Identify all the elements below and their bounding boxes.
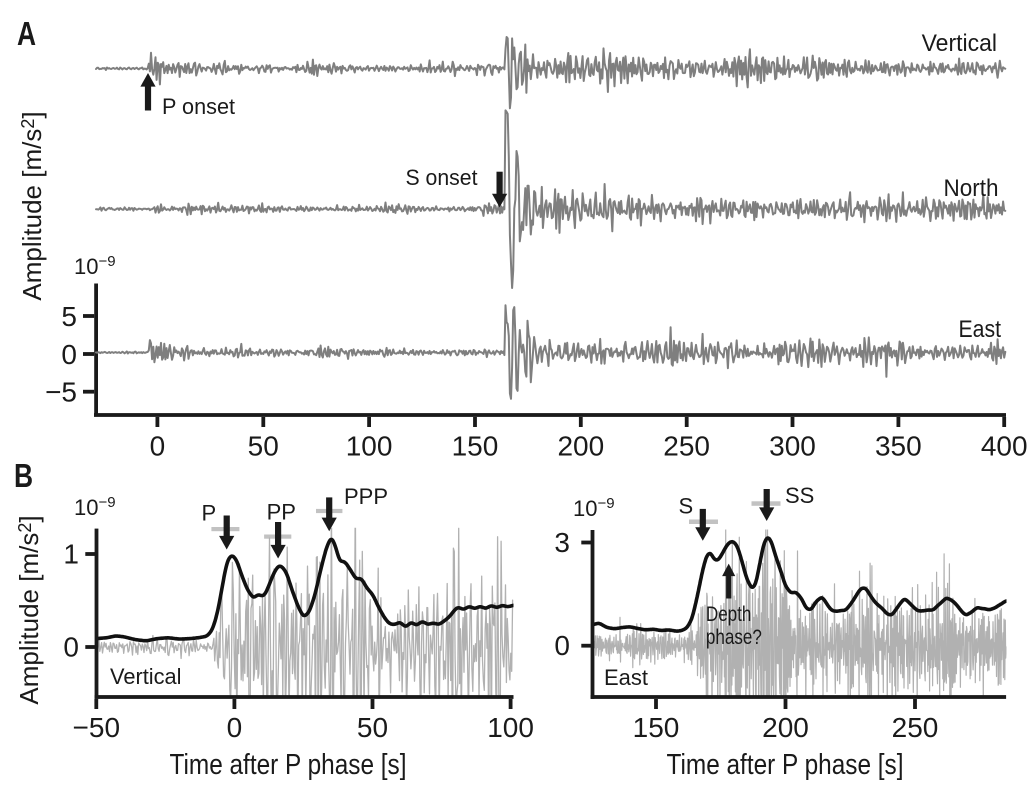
svg-text:Amplitude [m/s2]: Amplitude [m/s2]	[14, 515, 44, 704]
svg-text:−5: −5	[45, 377, 77, 408]
svg-text:East: East	[604, 665, 648, 690]
svg-text:3: 3	[554, 527, 570, 558]
svg-text:Time after P phase [s]: Time after P phase [s]	[667, 749, 904, 781]
svg-text:0: 0	[63, 632, 79, 663]
svg-text:East: East	[959, 316, 1002, 343]
svg-text:0: 0	[227, 712, 243, 743]
svg-text:−50: −50	[73, 712, 121, 743]
svg-text:PPP: PPP	[344, 484, 388, 509]
svg-text:Depth: Depth	[706, 603, 752, 626]
svg-text:0: 0	[554, 630, 570, 661]
svg-text:150: 150	[452, 431, 499, 462]
svg-text:250: 250	[892, 712, 939, 743]
svg-text:350: 350	[875, 431, 922, 462]
svg-text:SS: SS	[785, 483, 814, 508]
svg-text:Time after P phase [s]: Time after P phase [s]	[170, 749, 407, 781]
svg-text:PP: PP	[267, 500, 296, 525]
svg-text:100: 100	[487, 712, 534, 743]
svg-text:P: P	[202, 501, 217, 526]
svg-text:Vertical: Vertical	[922, 30, 997, 57]
svg-text:10−9: 10−9	[573, 495, 615, 521]
svg-text:50: 50	[357, 712, 388, 743]
svg-text:300: 300	[769, 431, 816, 462]
svg-text:150: 150	[633, 712, 680, 743]
svg-text:50: 50	[248, 431, 279, 462]
svg-text:100: 100	[346, 431, 393, 462]
svg-text:P onset: P onset	[162, 94, 235, 119]
svg-text:0: 0	[61, 339, 77, 370]
svg-text:S: S	[679, 493, 694, 518]
svg-text:Amplitude [m/s2]: Amplitude [m/s2]	[17, 111, 47, 300]
svg-text:200: 200	[762, 712, 809, 743]
svg-text:S onset: S onset	[406, 165, 478, 190]
svg-text:A: A	[17, 16, 36, 52]
svg-text:5: 5	[61, 301, 77, 332]
svg-text:1: 1	[63, 539, 79, 570]
svg-text:B: B	[14, 458, 33, 494]
svg-text:250: 250	[663, 431, 710, 462]
svg-text:200: 200	[557, 431, 604, 462]
svg-text:0: 0	[150, 431, 166, 462]
svg-text:400: 400	[981, 431, 1028, 462]
svg-text:Vertical: Vertical	[110, 664, 182, 689]
svg-text:phase?: phase?	[706, 626, 762, 649]
svg-text:North: North	[944, 175, 999, 202]
